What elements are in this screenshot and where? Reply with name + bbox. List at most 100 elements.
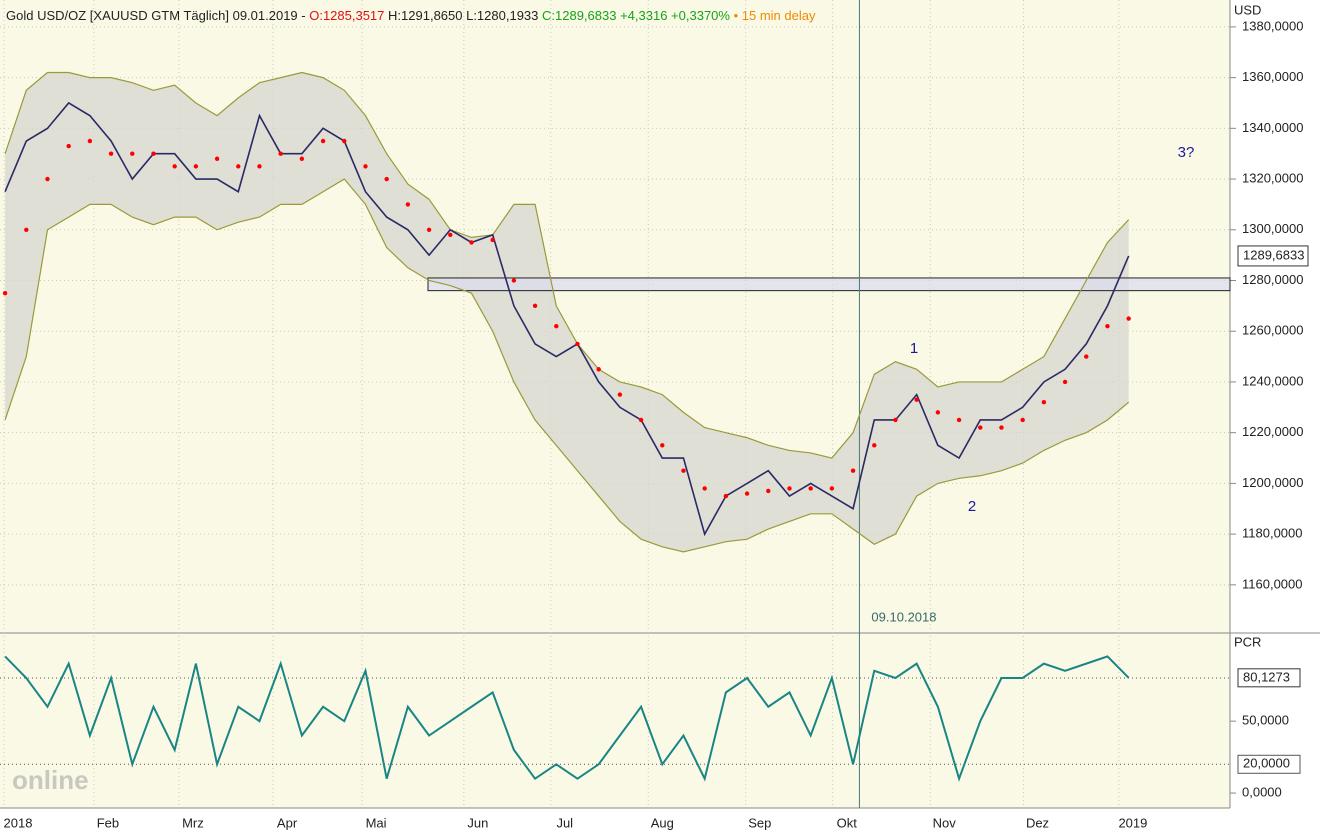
sar-dot xyxy=(66,143,71,149)
y-tick-label: 0,0000 xyxy=(1242,784,1282,799)
y-axis-label: PCR xyxy=(1234,634,1261,649)
sar-dot xyxy=(363,164,368,169)
sar-dot xyxy=(214,156,220,161)
sar-dot xyxy=(151,151,156,156)
header-high-low: H:1291,8650 L:1280,1933 xyxy=(388,8,538,23)
value-box xyxy=(1237,754,1301,774)
y-tick-label: 1240,0000 xyxy=(1242,373,1303,388)
y-axis-label: USD xyxy=(1234,2,1261,17)
sar-dot xyxy=(660,443,665,448)
sar-dot xyxy=(956,417,962,423)
sar-dot xyxy=(702,486,707,491)
sar-dot xyxy=(342,138,347,144)
x-tick-label: Apr xyxy=(277,815,298,830)
y-tick-label: 50,0000 xyxy=(1242,713,1289,728)
sar-dot xyxy=(1020,417,1025,423)
sar-dot xyxy=(723,493,729,499)
zone xyxy=(427,277,1231,292)
annotation: 2 xyxy=(968,498,976,515)
sar-dot xyxy=(1062,379,1068,385)
sar-dot xyxy=(638,417,644,423)
y-tick-label: 1220,0000 xyxy=(1242,424,1303,439)
x-tick-label: Feb xyxy=(97,815,119,830)
sar-dot xyxy=(596,367,601,372)
x-tick-label: Mrz xyxy=(182,815,204,830)
sar-dot xyxy=(872,443,877,448)
header: Gold USD/OZ [XAUUSD GTM Täglich] 09.01.2… xyxy=(6,8,816,23)
last-value-label: 80,1273 xyxy=(1243,669,1290,684)
sar-dot xyxy=(172,164,177,169)
sar-dot xyxy=(108,151,114,156)
y-tick-label: 1360,0000 xyxy=(1242,69,1303,84)
y-tick-label: 1380,0000 xyxy=(1242,18,1303,33)
sar-dot xyxy=(893,417,898,423)
sar-dot xyxy=(448,232,453,238)
sar-dot xyxy=(193,164,199,169)
x-tick-label: Jul xyxy=(556,815,573,830)
sar-dot xyxy=(2,290,8,296)
y-tick-label: 1320,0000 xyxy=(1242,170,1303,185)
y-tick-label: 1200,0000 xyxy=(1242,475,1303,490)
sar-dot xyxy=(257,164,262,169)
axis-background xyxy=(0,808,1230,836)
sar-dot xyxy=(511,278,517,283)
header-name: Gold USD/OZ [XAUUSD GTM Täglich] 09.01.2… xyxy=(6,8,306,23)
x-tick-label: 2019 xyxy=(1118,815,1147,830)
x-tick-label: Nov xyxy=(933,815,957,830)
sar-dot xyxy=(299,156,305,161)
series-line xyxy=(4,71,1130,459)
sar-dot xyxy=(320,138,326,144)
y-tick-label: 1260,0000 xyxy=(1242,323,1303,338)
band-fill xyxy=(5,72,1129,552)
marker-label: 09.10.2018 xyxy=(871,609,936,624)
sar-dot xyxy=(999,425,1004,430)
header-close: C:1289,6833 +4,3316 +0,3370% xyxy=(542,8,730,23)
sar-dot xyxy=(554,323,559,329)
sar-dot xyxy=(681,468,686,473)
sar-dot xyxy=(935,410,941,415)
sar-dot xyxy=(24,227,29,232)
sar-dot xyxy=(426,227,432,232)
sar-dot xyxy=(1126,316,1131,321)
sar-dot xyxy=(236,164,241,169)
axis-background xyxy=(1230,0,1320,836)
annotation: 1 xyxy=(910,340,918,357)
sar-dot xyxy=(808,486,813,491)
sar-dot xyxy=(744,491,750,496)
sar-dot xyxy=(766,488,771,494)
last-price-label: 1289,6833 xyxy=(1243,247,1304,262)
sar-dot xyxy=(130,151,135,156)
x-tick-label: Dez xyxy=(1026,815,1049,830)
sar-dot xyxy=(87,138,93,144)
header-delay: • 15 min delay xyxy=(734,8,816,23)
x-tick-label: Sep xyxy=(748,815,771,830)
level-label: 20,0000 xyxy=(1243,756,1290,771)
sar-dot xyxy=(575,341,580,347)
y-tick-label: 1280,0000 xyxy=(1242,272,1303,287)
x-tick-label: Okt xyxy=(837,815,858,830)
sar-dot xyxy=(1041,400,1047,405)
series-line xyxy=(4,101,1130,537)
series-line xyxy=(4,655,1130,782)
value-box xyxy=(1237,668,1301,688)
sar-dot xyxy=(469,240,474,245)
sar-dot xyxy=(490,237,495,243)
sar-dot xyxy=(532,303,538,309)
value-box xyxy=(1237,245,1309,267)
annotation: 3? xyxy=(1178,144,1195,161)
logo: online xyxy=(12,765,89,795)
sar-dot xyxy=(278,151,283,156)
y-tick-label: 1180,0000 xyxy=(1242,526,1303,541)
series-line xyxy=(4,178,1130,553)
y-tick-label: 1160,0000 xyxy=(1242,576,1303,591)
sar-dot xyxy=(384,176,389,182)
sar-dot xyxy=(45,176,50,182)
x-tick-label: 2018 xyxy=(4,815,33,830)
y-tick-label: 1340,0000 xyxy=(1242,120,1303,135)
x-tick-label: Jun xyxy=(467,815,488,830)
x-tick-label: Mai xyxy=(366,815,387,830)
header-open: O:1285,3517 xyxy=(309,8,384,23)
